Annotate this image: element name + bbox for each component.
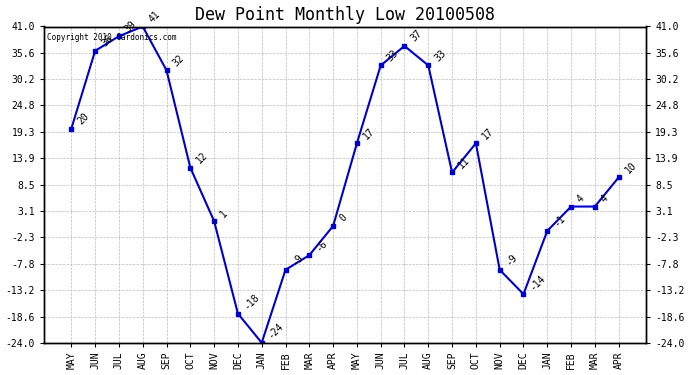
- Text: 4: 4: [575, 193, 586, 204]
- Text: 39: 39: [123, 19, 139, 34]
- Text: 33: 33: [385, 48, 400, 63]
- Text: 0: 0: [337, 213, 348, 224]
- Text: 32: 32: [170, 53, 186, 68]
- Text: 17: 17: [361, 126, 377, 141]
- Text: Copyright 2010 Cardonics.com: Copyright 2010 Cardonics.com: [47, 33, 177, 42]
- Text: 33: 33: [433, 48, 448, 63]
- Text: -14: -14: [528, 272, 547, 292]
- Text: 11: 11: [456, 155, 472, 170]
- Text: 10: 10: [623, 160, 638, 175]
- Text: -9: -9: [290, 252, 305, 268]
- Text: 12: 12: [195, 150, 210, 165]
- Text: -6: -6: [313, 238, 329, 253]
- Text: 17: 17: [480, 126, 495, 141]
- Text: -9: -9: [504, 252, 520, 268]
- Text: -24: -24: [266, 321, 286, 340]
- Title: Dew Point Monthly Low 20100508: Dew Point Monthly Low 20100508: [195, 6, 495, 24]
- Text: 37: 37: [408, 28, 424, 44]
- Text: -1: -1: [551, 213, 566, 229]
- Text: 1: 1: [218, 208, 230, 219]
- Text: -18: -18: [242, 292, 262, 311]
- Text: 41: 41: [147, 9, 162, 24]
- Text: 4: 4: [599, 193, 610, 204]
- Text: 36: 36: [99, 33, 115, 49]
- Text: 20: 20: [75, 111, 91, 126]
